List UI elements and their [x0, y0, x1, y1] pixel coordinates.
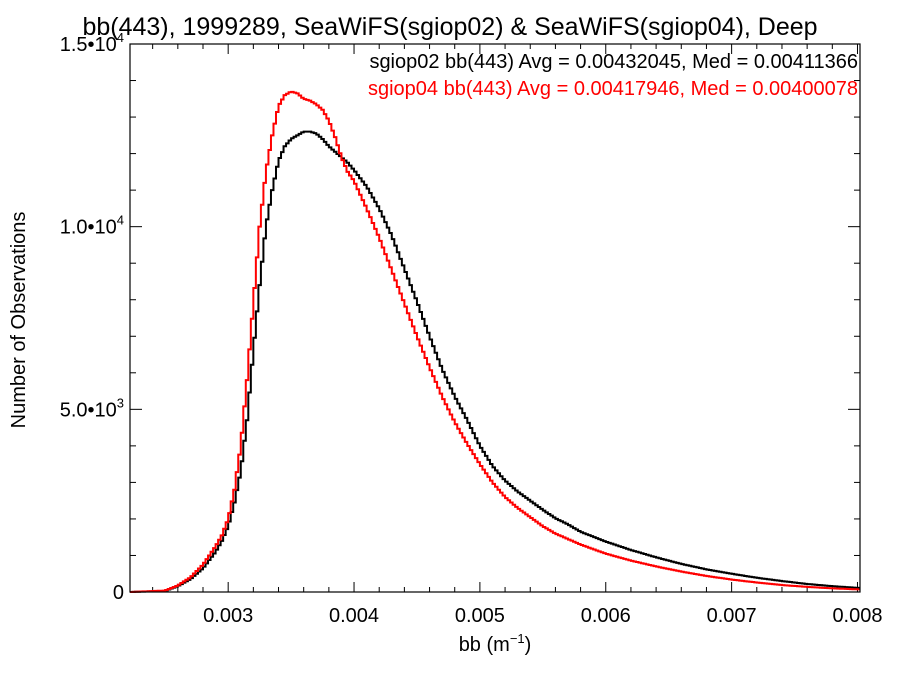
y-tick-label: 1.0•104: [60, 213, 124, 239]
x-tick-label: 0.007: [707, 605, 757, 627]
legend-entry-sgiop04: sgiop04 bb(443) Avg = 0.00417946, Med = …: [368, 78, 858, 100]
series-line-sgiop02: [130, 130, 860, 593]
x-axis-label: bb (m−1): [459, 631, 532, 656]
legend-entry-sgiop02: sgiop02 bb(443) Avg = 0.00432045, Med = …: [369, 51, 858, 73]
x-axis-label-suffix: ): [525, 634, 532, 656]
x-axis-ticks: 0.003 0.004 0.005 0.006 0.007 0.008: [152, 44, 883, 627]
y-axis-label: Number of Observations: [8, 212, 30, 429]
y-tick-label: 5.0•103: [60, 395, 124, 421]
chart-title: bb(443), 1999289, SeaWiFS(sgiop02) & Sea…: [82, 13, 817, 41]
y-tick-mantissa: 1.0•10: [60, 217, 117, 239]
x-tick-label: 0.005: [455, 605, 505, 627]
plot-frame: [129, 43, 861, 593]
y-tick-label: 0: [113, 582, 124, 604]
y-tick-exponent: 4: [117, 213, 124, 228]
y-tick-exponent: 3: [117, 395, 124, 410]
y-tick-label: 1.5•104: [60, 30, 124, 56]
x-tick-label: 0.006: [581, 605, 631, 627]
y-tick-mantissa: 1.5•10: [60, 34, 117, 56]
y-tick-exponent: 4: [117, 30, 124, 45]
x-tick-label: 0.004: [329, 605, 379, 627]
x-axis-label-exponent: −1: [510, 631, 525, 646]
x-tick-label: 0.008: [832, 605, 882, 627]
x-axis-label-text: bb (m: [459, 634, 510, 656]
legend: sgiop02 bb(443) Avg = 0.00432045, Med = …: [368, 51, 858, 100]
series-line-sgiop04: [130, 90, 860, 593]
series-group: [130, 90, 860, 593]
y-tick-mantissa: 0: [113, 582, 124, 604]
y-tick-mantissa: 5.0•10: [60, 399, 117, 421]
x-tick-label: 0.003: [203, 605, 253, 627]
